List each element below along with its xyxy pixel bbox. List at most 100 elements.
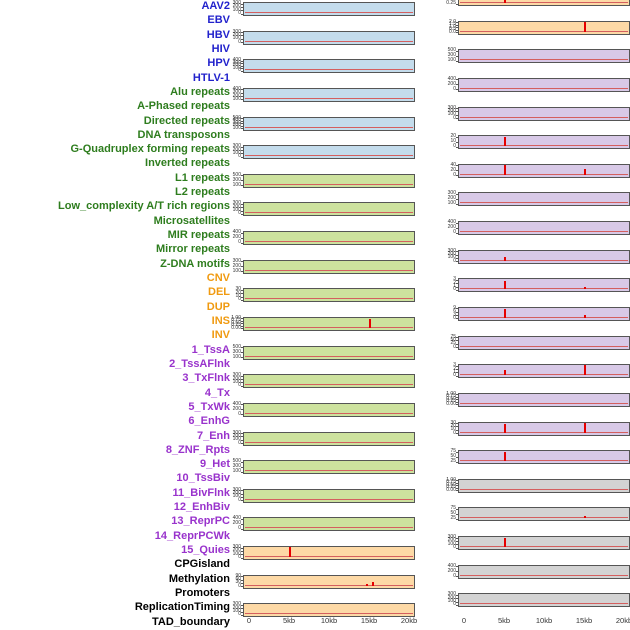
y-axis-tick-mark bbox=[456, 404, 458, 406]
profile-strip bbox=[243, 345, 415, 360]
y-axis-tick-label: 2.0 bbox=[449, 18, 456, 25]
profile-strip bbox=[243, 116, 415, 131]
y-axis-tick-mark bbox=[241, 554, 243, 556]
y-axis-tick-label: 100 bbox=[232, 436, 241, 443]
y-axis-tick-label: 0 bbox=[238, 10, 241, 16]
y-axis-tick-label: 100 bbox=[232, 353, 241, 360]
y-axis-tick-mark bbox=[241, 153, 243, 155]
y-axis-tick-mark bbox=[241, 528, 243, 530]
y-axis-tick-mark bbox=[456, 343, 458, 345]
signal-spike bbox=[584, 423, 586, 433]
y-axis-tick-mark bbox=[456, 222, 458, 224]
track-label: HPV bbox=[207, 57, 230, 70]
y-axis-tick-label: 1.00 bbox=[446, 476, 456, 483]
y-axis-tick-label: 200 bbox=[232, 234, 241, 241]
y-axis-tick-label: 1.00 bbox=[446, 390, 456, 397]
profile-strip bbox=[243, 316, 415, 331]
y-axis-tick-mark bbox=[241, 404, 243, 406]
y-axis-tick-mark bbox=[456, 261, 458, 263]
y-axis-tick-mark bbox=[456, 598, 458, 600]
y-axis-tick-mark bbox=[241, 99, 243, 101]
y-axis-tick-label: 75 bbox=[450, 333, 456, 340]
y-axis-tick-mark bbox=[241, 3, 243, 5]
y-axis-tick-mark bbox=[456, 544, 458, 546]
y-axis-tick-label: 300 bbox=[447, 52, 456, 59]
x-axis-tick-label: 10kb bbox=[320, 616, 338, 625]
y-axis-tick-label: 100 bbox=[232, 64, 241, 71]
y-axis-tick-mark bbox=[456, 394, 458, 396]
y-axis-tick-mark bbox=[456, 566, 458, 568]
y-axis-tick-mark bbox=[456, 513, 458, 515]
signal-baseline bbox=[460, 374, 628, 376]
y-axis-tick-mark bbox=[241, 65, 243, 67]
signal-spike bbox=[504, 369, 506, 376]
y-axis-tick-mark bbox=[456, 3, 458, 5]
y-axis-tick-mark bbox=[456, 257, 458, 259]
y-axis-tick-mark bbox=[241, 13, 243, 15]
signal-baseline bbox=[460, 517, 628, 519]
y-axis-tick-mark bbox=[241, 120, 243, 122]
y-axis-tick-mark bbox=[241, 352, 243, 354]
y-axis-tick-mark bbox=[456, 604, 458, 606]
track-label: INV bbox=[211, 329, 230, 342]
y-axis-tick-mark bbox=[456, 340, 458, 342]
y-axis-tick-mark bbox=[241, 203, 243, 205]
y-axis-tick-label: 0 bbox=[453, 601, 456, 608]
y-axis-tick-label: 100 bbox=[232, 267, 241, 274]
track-label: 13_ReprPC bbox=[171, 515, 230, 528]
track-label: 11_BivFlnk bbox=[172, 486, 230, 499]
signal-baseline bbox=[245, 155, 413, 157]
y-axis-tick-mark bbox=[456, 108, 458, 110]
y-axis-tick-mark bbox=[456, 433, 458, 435]
y-axis-tick-mark bbox=[241, 557, 243, 559]
y-axis-tick-label: 0.5 bbox=[449, 26, 456, 33]
y-axis-tick-label: 0 bbox=[238, 210, 241, 217]
y-axis-tick-label: 100 bbox=[232, 493, 241, 500]
y-axis-tick-label: 200 bbox=[232, 31, 241, 38]
signal-baseline bbox=[245, 355, 413, 357]
signal-baseline bbox=[460, 202, 628, 204]
x-axis-tick-label: 5kb bbox=[497, 616, 511, 625]
track-label: TAD_boundary bbox=[151, 615, 230, 628]
y-axis-tick-mark bbox=[456, 375, 458, 377]
y-axis-tick-label: 0 bbox=[453, 229, 456, 236]
y-axis-tick-mark bbox=[456, 283, 458, 285]
y-axis-tick-mark bbox=[241, 375, 243, 377]
y-axis-tick-mark bbox=[456, 365, 458, 367]
y-axis-tick-mark bbox=[456, 84, 458, 86]
track-label: G-Quadruplex forming repeats bbox=[70, 143, 230, 156]
signal-baseline bbox=[245, 384, 413, 386]
profile-strip bbox=[458, 335, 630, 350]
y-axis-tick-label: 0 bbox=[238, 239, 241, 246]
y-axis-tick-label: 0 bbox=[453, 343, 456, 350]
y-axis-tick-mark bbox=[241, 347, 243, 349]
y-axis-tick-mark bbox=[456, 482, 458, 484]
y-axis-tick-mark bbox=[241, 500, 243, 502]
y-axis-tick-label: 300 bbox=[232, 0, 241, 6]
y-axis-tick-mark bbox=[456, 165, 458, 167]
y-axis-tick-label: 200 bbox=[447, 537, 456, 544]
profile-strip bbox=[243, 431, 415, 446]
y-axis-tick-label: 25 bbox=[450, 458, 456, 465]
track-label: MIR repeats bbox=[167, 229, 230, 242]
y-axis-tick-label: 100 bbox=[447, 57, 456, 64]
profile-strip bbox=[458, 306, 630, 321]
y-axis-tick-label: 2 bbox=[453, 279, 456, 286]
signal-baseline bbox=[460, 345, 628, 347]
y-axis-tick-mark bbox=[456, 22, 458, 24]
y-axis-tick-mark bbox=[241, 466, 243, 468]
y-axis-tick-label: 20 bbox=[450, 422, 456, 429]
y-axis-tick-mark bbox=[456, 401, 458, 403]
y-axis-tick-mark bbox=[456, 315, 458, 317]
y-axis-tick-mark bbox=[456, 601, 458, 603]
profile-strip bbox=[458, 392, 630, 407]
y-axis-tick-label: 1 bbox=[453, 368, 456, 375]
y-axis-tick-label: 300 bbox=[232, 143, 241, 150]
y-axis-tick-label: 0.75 bbox=[446, 393, 456, 400]
y-axis-tick-label: 100 bbox=[447, 254, 456, 261]
y-axis-tick-label: 0 bbox=[453, 544, 456, 551]
y-axis-tick-label: 300 bbox=[232, 544, 241, 551]
y-axis-tick-label: 20 bbox=[235, 289, 241, 296]
profile-strip bbox=[243, 173, 415, 188]
y-axis-tick-label: 100 bbox=[232, 181, 241, 188]
